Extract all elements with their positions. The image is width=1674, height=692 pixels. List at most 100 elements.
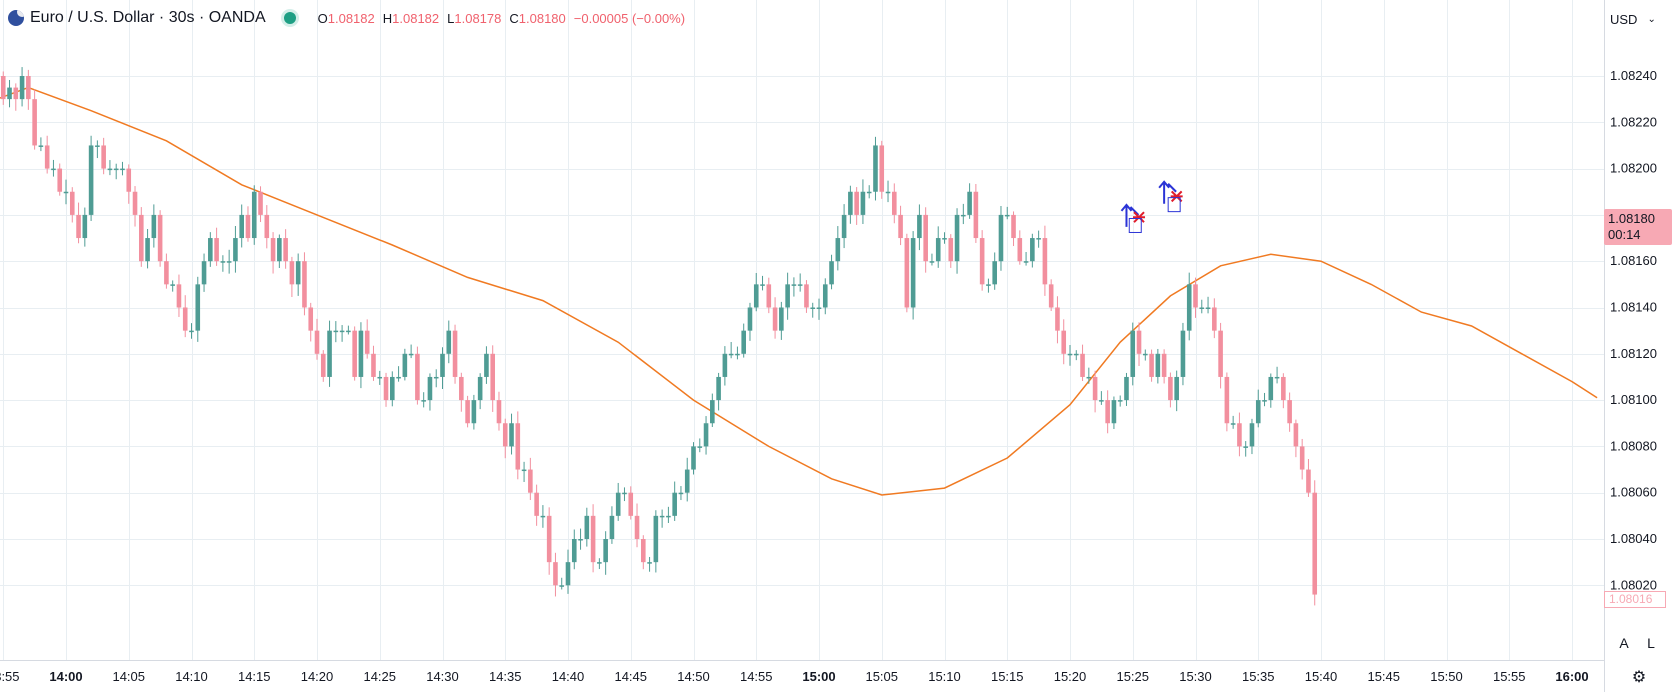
candle [1099, 391, 1104, 405]
candle [684, 457, 690, 502]
candle [1117, 395, 1123, 407]
candle [258, 186, 263, 223]
candle [942, 232, 947, 244]
buy-arrow-annotation [1158, 180, 1177, 204]
candle [829, 254, 834, 290]
candle [82, 207, 88, 247]
candle [433, 369, 439, 388]
price-tick-label: 1.08080 [1610, 438, 1657, 453]
auto-scale-button[interactable]: A [1619, 635, 1629, 651]
candle [509, 413, 514, 455]
candle [69, 187, 75, 223]
candle [1061, 319, 1067, 365]
candle [1149, 349, 1154, 382]
candle [910, 231, 916, 320]
log-scale-button[interactable]: L [1647, 635, 1655, 651]
candle [383, 372, 389, 407]
candle [534, 484, 539, 526]
candle [703, 416, 709, 455]
candle [546, 507, 552, 575]
candle [1237, 412, 1242, 457]
candle [879, 140, 885, 199]
candle [647, 556, 652, 572]
price-tick-label: 1.08140 [1610, 300, 1657, 315]
candles-layer [0, 67, 1318, 606]
time-tick-label: 15:15 [991, 669, 1024, 684]
candle-countdown: 00:14 [1608, 227, 1641, 242]
time-tick-label: 14:45 [614, 669, 647, 684]
candle [1224, 372, 1230, 432]
last-price-value: 1.08180 [1608, 211, 1655, 226]
candle [1186, 272, 1192, 341]
ohlc-high-value: 1.08182 [392, 10, 440, 26]
candle [1124, 372, 1129, 406]
candle [1312, 480, 1318, 606]
candle [220, 255, 226, 272]
candle [1212, 298, 1217, 339]
candle [760, 275, 765, 291]
candle [954, 208, 960, 274]
time-tick-label: 14:55 [740, 669, 773, 684]
time-tick-label: 15:30 [1179, 669, 1212, 684]
last-price-badge: 1.08180 00:14 [1604, 209, 1672, 245]
symbol-title[interactable]: Euro / U.S. Dollar · 30s · OANDA [30, 9, 266, 26]
candle [308, 302, 314, 342]
oanda-logo-icon [8, 10, 24, 26]
time-tick-label: 14:25 [363, 669, 396, 684]
candle [402, 348, 408, 381]
candle [553, 552, 558, 597]
candle [120, 161, 125, 176]
candle [390, 371, 395, 407]
candle [666, 506, 671, 523]
candle [1136, 322, 1142, 367]
box-annotation [1128, 217, 1142, 233]
candle [634, 503, 640, 548]
candle [477, 373, 483, 410]
candle [710, 393, 715, 427]
candle [641, 535, 646, 570]
candle [51, 159, 56, 177]
candle [471, 394, 477, 430]
candle [270, 232, 276, 274]
candle [176, 274, 182, 317]
time-tick-label: 15:25 [1116, 669, 1149, 684]
candle [590, 504, 596, 573]
ohlc-open-key: O [317, 10, 328, 26]
currency-selector[interactable]: USD ⌄ [1610, 8, 1662, 30]
price-tick-label: 1.08220 [1610, 114, 1657, 129]
candle [898, 205, 903, 246]
price-tick-label: 1.08040 [1610, 531, 1657, 546]
candle [716, 372, 721, 411]
candle [233, 225, 238, 273]
price-tick-label: 1.08060 [1610, 485, 1657, 500]
settings-gear-icon[interactable]: ⚙ [1631, 669, 1647, 686]
candle [1004, 206, 1010, 220]
cross-annotation [1170, 190, 1183, 203]
ohlc-close-key: C [509, 10, 519, 26]
candle [935, 226, 941, 268]
candle [1067, 345, 1073, 366]
candle [979, 230, 985, 291]
candle [465, 395, 470, 428]
ohlc-low-key: L [447, 10, 455, 26]
candle [277, 234, 282, 269]
candle [239, 204, 244, 248]
ohlc-open-value: 1.08182 [327, 10, 375, 26]
price-tick-label: 1.08200 [1610, 161, 1657, 176]
price-tick-label: 1.08100 [1610, 392, 1657, 407]
time-tick-label: 14:15 [238, 669, 271, 684]
candle [7, 79, 12, 108]
candle [396, 366, 401, 382]
candle [904, 233, 910, 313]
candle [339, 325, 345, 342]
candle [264, 205, 270, 249]
candle [1105, 390, 1110, 434]
candle [841, 204, 847, 249]
price-tick-label: 1.08020 [1610, 577, 1657, 592]
candle [302, 252, 307, 316]
candle [371, 345, 376, 381]
candle [201, 253, 207, 292]
candle [628, 486, 634, 520]
candle [603, 531, 608, 575]
